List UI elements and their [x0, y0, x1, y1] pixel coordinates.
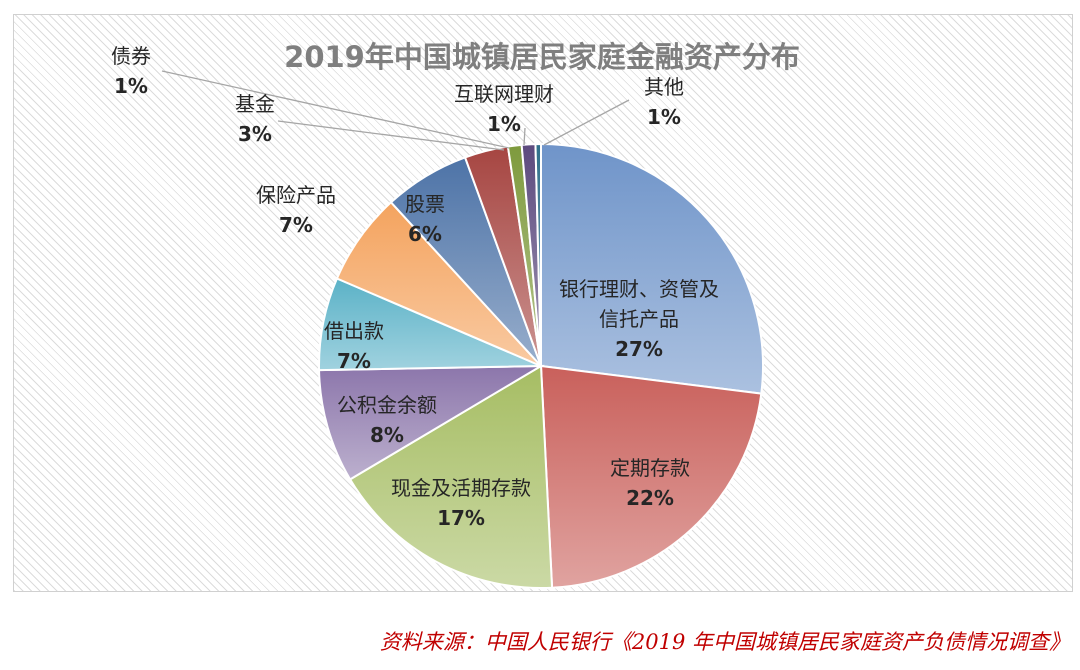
slice-percent-label: 17%: [437, 506, 485, 530]
slice-label: 定期存款: [610, 456, 690, 480]
slice-label: 债券: [111, 44, 151, 68]
slice-percent-label: 6%: [408, 222, 442, 246]
slice-percent-label: 27%: [615, 337, 663, 361]
slice-percent-label: 22%: [626, 486, 674, 510]
leader-line: [523, 127, 526, 146]
slice-label: 基金: [235, 92, 275, 116]
slice-label: 借出款: [324, 319, 384, 343]
source-text: 中国人民银行《2019 年中国城镇居民家庭资产负债情况调查》: [484, 630, 1070, 654]
slice-percent-label: 7%: [337, 349, 371, 373]
slice-label: 其他: [644, 75, 684, 99]
leader-line: [161, 70, 510, 149]
pie-slice: [539, 364, 763, 589]
pie-slice: [348, 364, 554, 589]
slice-label: 银行理财、资管及: [559, 277, 719, 301]
slice-label: 保险产品: [256, 183, 336, 207]
chart-frame: 2019年中国城镇居民家庭金融资产分布 银行理财、资管及 信托产品 27% 定期存款 2…: [13, 14, 1073, 592]
slice-label: 现金及活期存款: [391, 476, 531, 500]
leader-line: [543, 99, 630, 146]
slice-percent-label: 8%: [370, 423, 404, 447]
slice-label: 信托产品: [599, 307, 679, 331]
chart-title: 2019年中国城镇居民家庭金融资产分布: [284, 40, 800, 74]
slice-percent-label: 1%: [114, 74, 148, 98]
slice-percent-label: 1%: [487, 112, 521, 136]
slice-percent-label: 1%: [647, 105, 681, 129]
pie-slice: [318, 364, 545, 481]
pie-slice: [540, 142, 764, 395]
source-prefix: 资料来源：: [379, 630, 485, 654]
leader-line: [277, 120, 505, 151]
slice-label: 公积金余额: [337, 393, 437, 417]
slice-label: 互联网理财: [454, 82, 554, 106]
slice-label: 股票: [405, 192, 445, 216]
slice-percent-label: 7%: [279, 213, 313, 237]
pie-slice: [534, 142, 542, 367]
slice-percent-label: 3%: [238, 122, 272, 146]
source-note: 资料来源：中国人民银行《2019 年中国城镇居民家庭资产负债情况调查》: [380, 626, 1070, 656]
